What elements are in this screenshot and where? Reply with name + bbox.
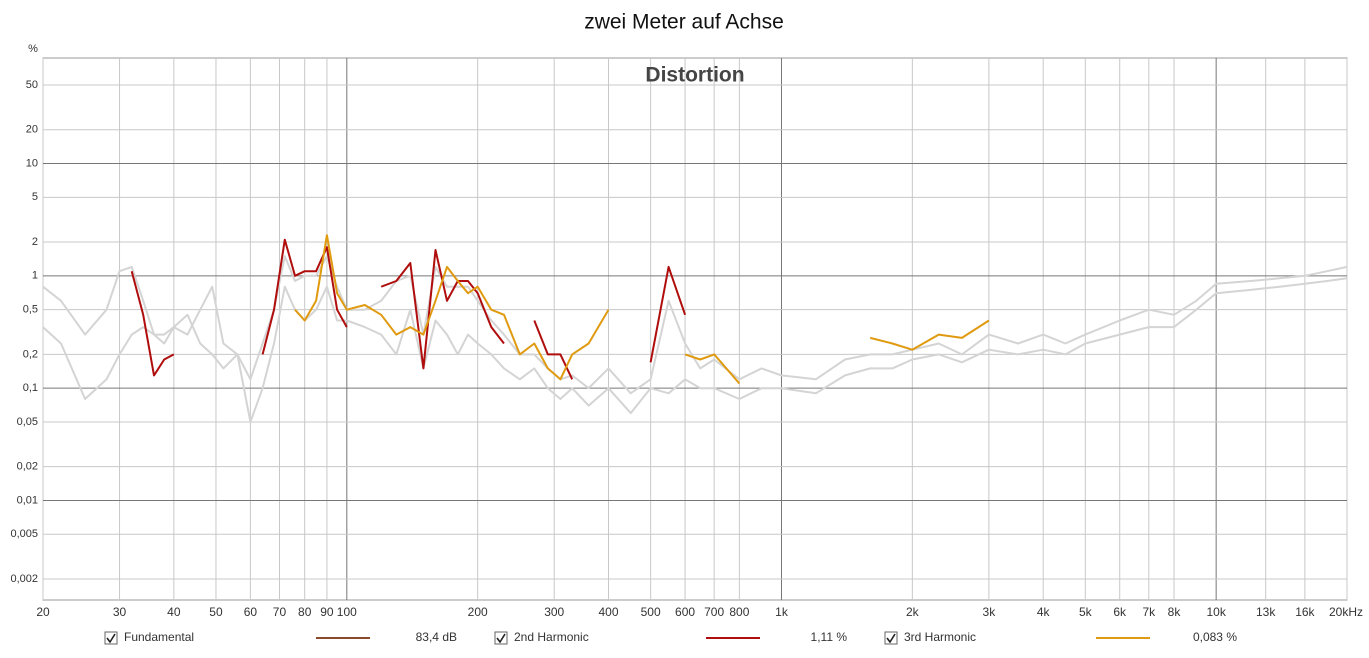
x-tick-label: 10k [1206,605,1226,619]
x-tick-label: 8k [1168,605,1182,619]
y-tick-label: 5 [32,191,38,203]
legend-readout: 0,083 % [1193,630,1237,644]
x-tick-label: 16k [1295,605,1315,619]
chart-subtitle: Distortion [645,64,744,87]
x-tick-label: 7k [1142,605,1156,619]
x-tick-label: 2k [906,605,920,619]
x-tick-label: 300 [544,605,564,619]
y-tick-label: 0,2 [23,348,38,360]
x-tick-label: 30 [113,605,127,619]
x-tick-label: 4k [1037,605,1051,619]
x-tick-label: 100 [337,605,357,619]
x-tick-label: 80 [298,605,312,619]
legend-label: 3rd Harmonic [904,630,976,644]
y-tick-label: 0,1 [23,382,38,394]
x-tick-label: 6k [1113,605,1127,619]
chart-title: zwei Meter auf Achse [584,11,784,34]
x-tick-label: 500 [641,605,661,619]
x-tick-label: 800 [729,605,749,619]
series-line [294,234,990,385]
checkbox-box [884,631,898,645]
y-tick-label: 0,002 [10,573,38,585]
x-tick-label: 20kHz [1329,605,1363,619]
x-tick-label: 40 [167,605,181,619]
legend-checkbox[interactable] [494,631,508,645]
y-tick-label: 0,05 [17,416,38,428]
x-tick-label: 70 [273,605,287,619]
y-tick-label: 1 [32,270,38,282]
y-tick-label: 0,01 [17,494,38,506]
series-line [130,238,687,380]
x-tick-label: 20 [36,605,50,619]
y-tick-label: 2 [32,236,38,248]
x-tick-label: 200 [468,605,488,619]
legend-label: 2nd Harmonic [514,630,589,644]
y-tick-label: 0,02 [17,461,38,473]
plot-area [42,57,1348,601]
checkbox-check [886,633,896,644]
y-tick-label: 0,5 [23,304,38,316]
x-tick-label: 90 [320,605,334,619]
x-tick-label: 3k [983,605,997,619]
legend-readout: 83,4 dB [416,630,457,644]
x-tick-label: 50 [209,605,223,619]
y-unit: % [28,43,38,55]
x-tick-label: 1k [775,605,789,619]
legend-checkbox[interactable] [104,631,118,645]
legend-checkbox[interactable] [884,631,898,645]
y-tick-label: 50 [26,79,38,91]
checkbox-box [104,631,118,645]
checkbox-box [494,631,508,645]
legend-label: Fundamental [124,630,194,644]
y-tick-label: 0,005 [10,528,38,540]
checkbox-check [106,633,116,644]
y-tick-label: 10 [26,157,38,169]
y-tick-label: 20 [26,124,38,136]
legend-readout: 1,11 % [811,630,848,644]
x-tick-label: 700 [704,605,724,619]
lines [42,234,1348,423]
x-tick-label: 5k [1079,605,1093,619]
x-tick-label: 400 [598,605,618,619]
x-tick-label: 13k [1256,605,1276,619]
x-tick-label: 600 [675,605,695,619]
grid [42,58,1348,600]
x-tick-label: 60 [244,605,258,619]
overlay-line [42,277,1348,423]
checkbox-check [496,633,506,644]
